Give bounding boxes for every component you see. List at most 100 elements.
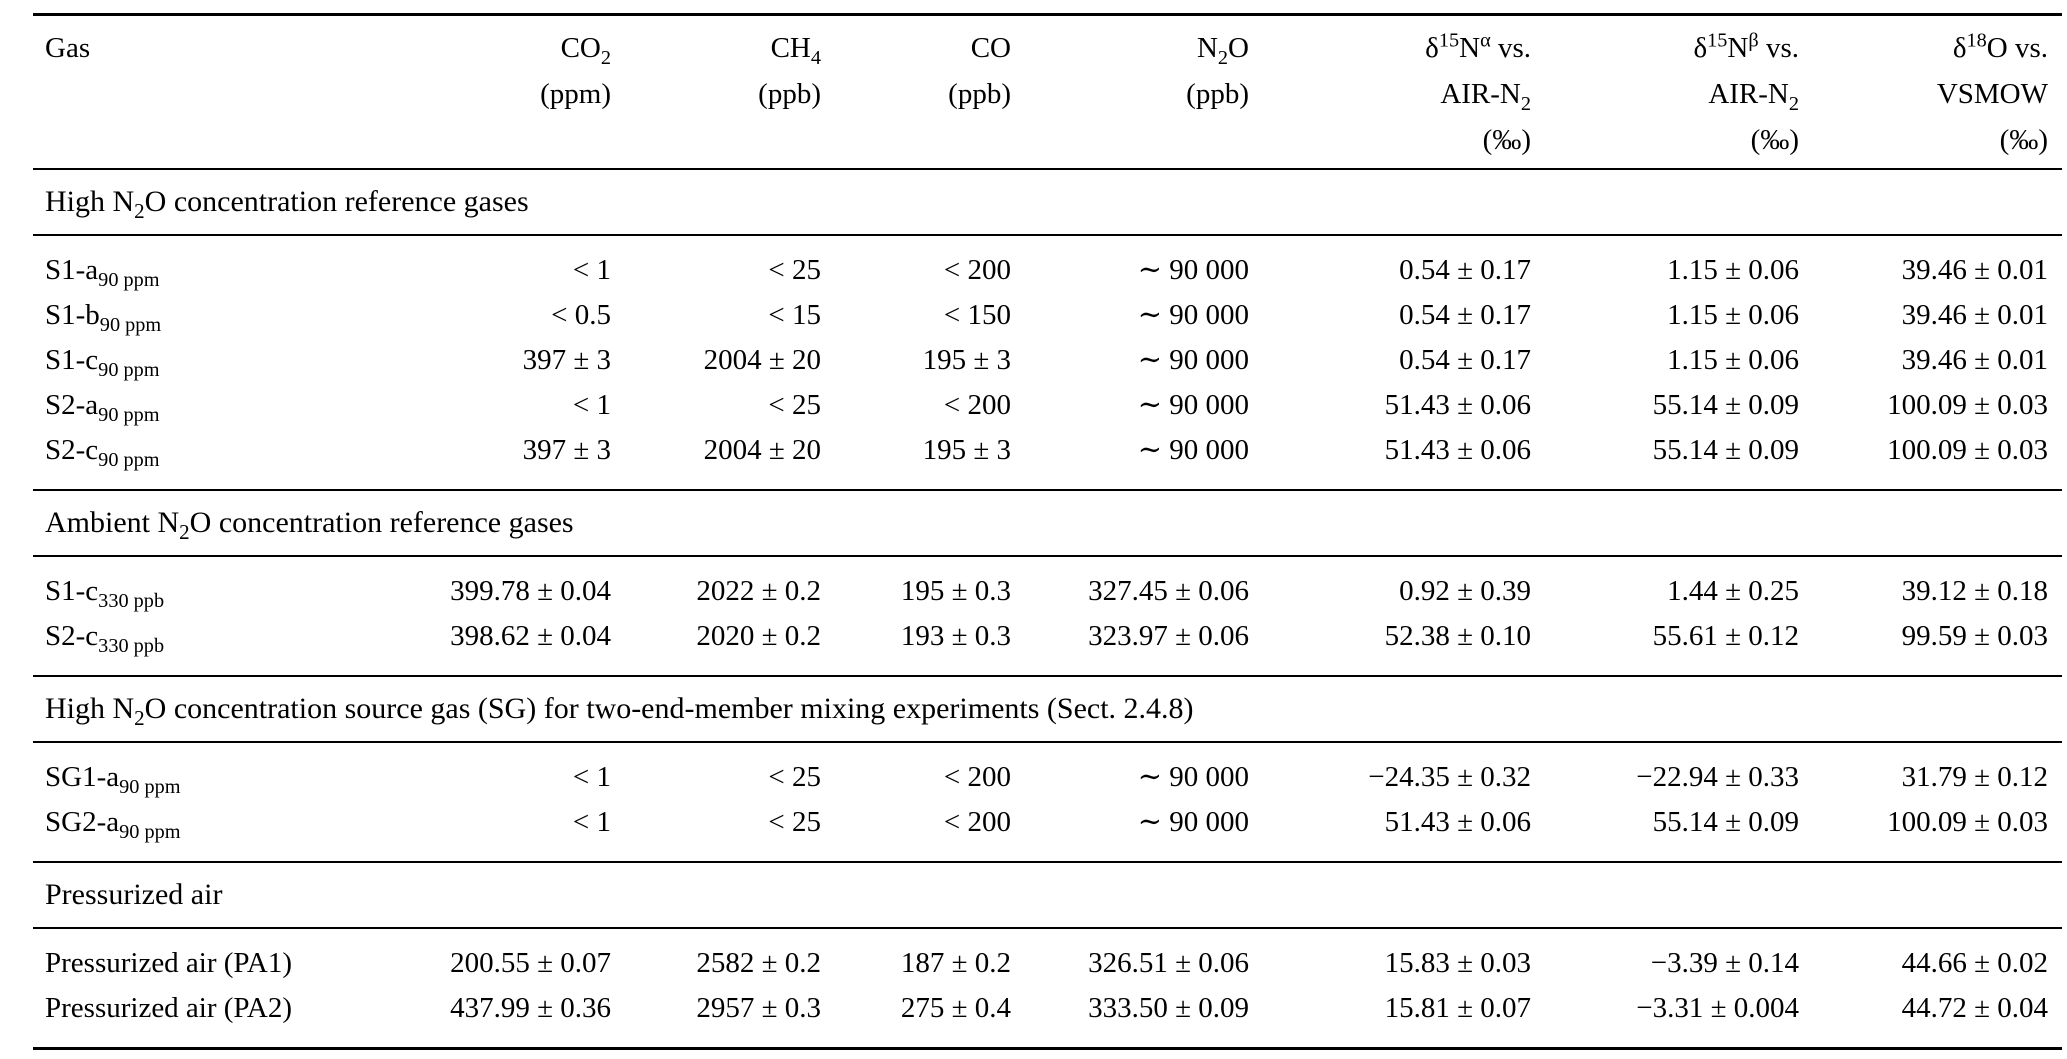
column-header-gas: Gas — [33, 15, 363, 170]
value-cell: ∼ 90 000 — [1137, 806, 1249, 838]
value-cell: 1.44 ± 0.25 — [1667, 575, 1799, 607]
value-cell: < 25 — [768, 761, 821, 793]
column-header-line: (ppb) — [1186, 78, 1249, 110]
value-cell: < 1 — [572, 806, 611, 838]
column-header-ch4: CH4 (ppb) — [611, 15, 821, 170]
column-header-line: N2O — [1196, 32, 1249, 69]
row-label: SG1-a90 ppm — [45, 761, 181, 798]
value-cell: 55.14 ± 0.09 — [1652, 806, 1799, 838]
value-cell: 437.99 ± 0.36 — [450, 992, 611, 1024]
value-cell: 51.43 ± 0.06 — [1384, 389, 1531, 421]
value-cell: −22.94 ± 0.33 — [1636, 761, 1799, 793]
value-cell: ∼ 90 000 — [1137, 761, 1249, 793]
value-cell: < 25 — [768, 254, 821, 286]
column-header-line: (‰) — [1999, 124, 2048, 156]
table-row: S1-c90 ppm 397 ± 3 2004 ± 20 195 ± 3 ∼ 90 00… — [33, 338, 2062, 383]
value-cell: < 200 — [943, 389, 1011, 421]
table-row: S2-c330 ppb 398.62 ± 0.04 2020 ± 0.2 193 ± … — [33, 614, 2062, 676]
value-cell: 323.97 ± 0.06 — [1088, 620, 1249, 652]
column-header-line: Gas — [45, 32, 91, 64]
value-cell: 0.54 ± 0.17 — [1399, 299, 1531, 331]
value-cell: ∼ 90 000 — [1137, 344, 1249, 376]
value-cell: ∼ 90 000 — [1137, 389, 1249, 421]
value-cell: 44.72 ± 0.04 — [1901, 992, 2048, 1024]
value-cell: 51.43 ± 0.06 — [1384, 434, 1531, 466]
value-cell: 39.46 ± 0.01 — [1901, 299, 2048, 331]
table-row: Pressurized air (PA1) 200.55 ± 0.07 2582 ±… — [33, 928, 2062, 986]
column-header-line: CH4 — [770, 32, 821, 69]
column-header-line: AIR-N2 — [1708, 78, 1799, 115]
table-section: Ambient N2O concentration reference gase… — [33, 490, 2062, 676]
table-row: S1-c330 ppb 399.78 ± 0.04 2022 ± 0.2 195 ± … — [33, 556, 2062, 614]
column-header-line: δ15Nβ vs. — [1693, 29, 1799, 64]
value-cell: −3.31 ± 0.004 — [1636, 992, 1799, 1024]
table-row: S1-b90 ppm < 0.5 < 15 < 150 ∼ 90 000 0.54 ± 0… — [33, 293, 2062, 338]
value-cell: 195 ± 3 — [922, 434, 1011, 466]
value-cell: 15.83 ± 0.03 — [1384, 947, 1531, 979]
column-header-d15n-alpha: δ15Nα vs. AIR-N2 (‰) — [1249, 15, 1531, 170]
value-cell: 397 ± 3 — [522, 434, 611, 466]
reference-gas-table: Gas CO2 (ppm) CH4 (ppb) CO (ppb) N2O (ppb) δ15Nα … — [33, 13, 2062, 1050]
row-label: S2-c90 ppm — [45, 434, 160, 471]
value-cell: < 0.5 — [551, 299, 611, 331]
table-header: Gas CO2 (ppm) CH4 (ppb) CO (ppb) N2O (ppb) δ15Nα … — [33, 15, 2062, 170]
column-header-line: δ18O vs. — [1952, 29, 2048, 64]
value-cell: 397 ± 3 — [522, 344, 611, 376]
row-label: SG2-a90 ppm — [45, 806, 181, 843]
value-cell: 55.61 ± 0.12 — [1652, 620, 1799, 652]
value-cell: 0.92 ± 0.39 — [1399, 575, 1531, 607]
row-label: S1-c90 ppm — [45, 344, 160, 381]
column-header-line: (‰) — [1482, 124, 1531, 156]
column-header-d15n-beta: δ15Nβ vs. AIR-N2 (‰) — [1531, 15, 1799, 170]
value-cell: 52.38 ± 0.10 — [1384, 620, 1531, 652]
value-cell: 2004 ± 20 — [703, 344, 821, 376]
table-row: S2-c90 ppm 397 ± 3 2004 ± 20 195 ± 3 ∼ 90 00… — [33, 428, 2062, 490]
value-cell: 55.14 ± 0.09 — [1652, 389, 1799, 421]
value-cell: 100.09 ± 0.03 — [1887, 389, 2048, 421]
value-cell: 39.46 ± 0.01 — [1901, 344, 2048, 376]
value-cell: 195 ± 0.3 — [900, 575, 1011, 607]
column-header-co: CO (ppb) — [821, 15, 1011, 170]
table-row: SG2-a90 ppm < 1 < 25 < 200 ∼ 90 000 51.43 ± 0… — [33, 800, 2062, 862]
value-cell: 2020 ± 0.2 — [696, 620, 821, 652]
row-label: Pressurized air (PA1) — [45, 947, 292, 979]
table-section: Pressurized air Pressurized air (PA1) 200.… — [33, 862, 2062, 1049]
table-row: S1-a90 ppm < 1 < 25 < 200 ∼ 90 000 0.54 ± 0.1… — [33, 235, 2062, 293]
table-row: Pressurized air (PA2) 437.99 ± 0.36 2957 ±… — [33, 986, 2062, 1049]
column-header-n2o: N2O (ppb) — [1011, 15, 1249, 170]
value-cell: 2582 ± 0.2 — [696, 947, 821, 979]
value-cell: 333.50 ± 0.09 — [1088, 992, 1249, 1024]
value-cell: 0.54 ± 0.17 — [1399, 254, 1531, 286]
column-header-co2: CO2 (ppm) — [363, 15, 611, 170]
column-header-line: (ppb) — [758, 78, 821, 110]
value-cell: < 200 — [943, 254, 1011, 286]
column-header-line: δ15Nα vs. — [1425, 29, 1531, 64]
value-cell: ∼ 90 000 — [1137, 434, 1249, 466]
section-title-row: High N2O concentration source gas (SG) f… — [33, 676, 2062, 742]
row-label: S2-a90 ppm — [45, 389, 160, 426]
value-cell: 99.59 ± 0.03 — [1901, 620, 2048, 652]
section-title: Ambient N2O concentration reference gase… — [45, 506, 574, 544]
column-header-line: CO2 — [560, 32, 611, 69]
value-cell: ∼ 90 000 — [1137, 299, 1249, 331]
row-label: S1-a90 ppm — [45, 254, 160, 291]
value-cell: 0.54 ± 0.17 — [1399, 344, 1531, 376]
value-cell: 399.78 ± 0.04 — [450, 575, 611, 607]
column-header-line: (‰) — [1750, 124, 1799, 156]
value-cell: 275 ± 0.4 — [900, 992, 1011, 1024]
section-title-row: High N2O concentration reference gases — [33, 169, 2062, 235]
value-cell: 187 ± 0.2 — [900, 947, 1011, 979]
value-cell: 51.43 ± 0.06 — [1384, 806, 1531, 838]
value-cell: < 1 — [572, 254, 611, 286]
value-cell: < 15 — [768, 299, 821, 331]
value-cell: −24.35 ± 0.32 — [1368, 761, 1531, 793]
value-cell: < 1 — [572, 389, 611, 421]
value-cell: 200.55 ± 0.07 — [450, 947, 611, 979]
value-cell: 398.62 ± 0.04 — [450, 620, 611, 652]
value-cell: ∼ 90 000 — [1137, 254, 1249, 286]
table-row: SG1-a90 ppm < 1 < 25 < 200 ∼ 90 000 −24.35 ± … — [33, 742, 2062, 800]
value-cell: 39.46 ± 0.01 — [1901, 254, 2048, 286]
row-label: S1-b90 ppm — [45, 299, 162, 336]
value-cell: < 150 — [943, 299, 1011, 331]
